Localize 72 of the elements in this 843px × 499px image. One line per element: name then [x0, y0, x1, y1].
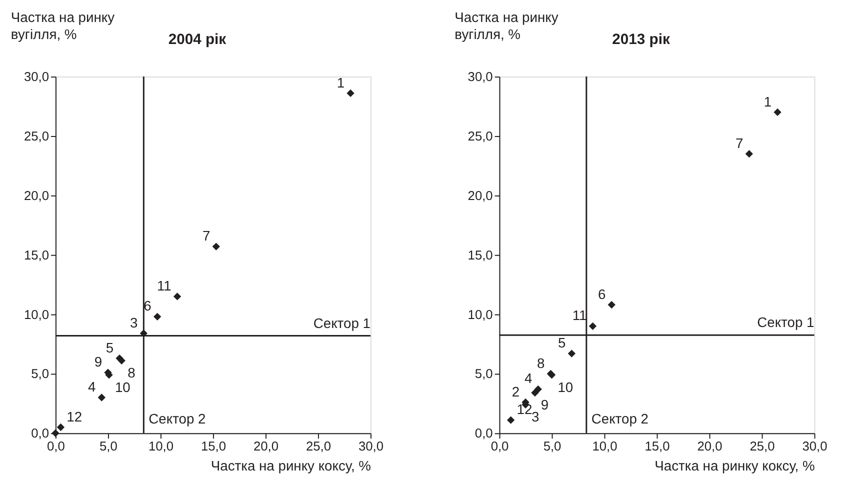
point [212, 242, 220, 250]
point [56, 423, 65, 432]
x-tick-label: 20,0 [697, 438, 722, 454]
chart-title: 2013 рік [612, 32, 670, 48]
y-tick-label: 30,0 [24, 69, 50, 84]
annotation: 6 [598, 286, 606, 302]
y-tick-label: 5,0 [31, 366, 50, 382]
point [608, 300, 616, 309]
x-axis-title: Частка на ринку коксу, % [210, 457, 371, 474]
ref-line-label: Сектор 2 [148, 410, 206, 426]
point [98, 394, 106, 402]
x-tick-label: 5,0 [100, 438, 118, 454]
annotation: 1 [764, 93, 772, 110]
point [118, 356, 126, 364]
chart-title: 2004 рік [168, 32, 227, 48]
point [531, 388, 539, 397]
y-tick-label: 15,0 [24, 247, 50, 262]
annotation: 4 [88, 378, 96, 395]
annotation: 3 [531, 408, 540, 424]
point [774, 108, 782, 116]
ref-line-label: Сектор 2 [591, 410, 649, 426]
x-tick-label: 15,0 [644, 438, 670, 454]
point [153, 312, 162, 321]
annotation: 1 [336, 74, 345, 90]
annotation: 7 [736, 134, 744, 151]
y-tick-label: 20,0 [24, 188, 50, 203]
annotation: 10 [114, 378, 131, 395]
y-tick-label: 5,0 [474, 366, 493, 382]
x-tick-label: 25,0 [750, 438, 775, 454]
y-tick-label: 10,0 [468, 306, 493, 322]
x-tick-label: 30,0 [802, 438, 828, 454]
y-tick-label: 20,0 [468, 188, 493, 203]
x-tick-label: 0,0 [490, 438, 509, 454]
x-tick-label: 15,0 [200, 438, 226, 454]
y-tick-label: 25,0 [24, 128, 50, 144]
x-tick-label: 10,0 [592, 438, 618, 454]
y-tick-label: 10,0 [24, 306, 50, 322]
annotation: 8 [537, 354, 546, 371]
point [588, 322, 597, 330]
y-axis-title: Частка на ринку вугілля, % [10, 9, 115, 42]
y-tick-label: 25,0 [468, 128, 493, 144]
x-tick-label: 0,0 [47, 438, 65, 454]
annotation: 8 [128, 364, 136, 380]
y-tick-label: 0,0 [31, 426, 50, 441]
annotation: 9 [94, 354, 102, 370]
annotation: 5 [558, 334, 566, 351]
point [346, 89, 354, 98]
x-axis-title: Частка на ринку коксу, % [654, 457, 815, 474]
x-tick-label: 20,0 [253, 438, 278, 454]
x-tick-label: 10,0 [148, 438, 174, 454]
point [568, 350, 576, 358]
annotation: 9 [540, 396, 549, 413]
y-tick-label: 15,0 [468, 247, 493, 262]
ref-line-label: Сектор 1 [313, 314, 371, 331]
annotation: 10 [558, 378, 574, 395]
y-tick-label: 0,0 [474, 426, 493, 441]
y-axis-title: Частка на ринку вугілля, % [454, 9, 558, 42]
point [506, 416, 515, 424]
annotation: 12 [66, 408, 82, 424]
point [745, 150, 754, 158]
annotation: 2 [512, 383, 520, 400]
annotation: 5 [106, 339, 114, 356]
y-tick-label: 30,0 [468, 69, 493, 84]
x-tick-label: 30,0 [358, 438, 384, 454]
point [173, 292, 182, 300]
annotation: 7 [202, 228, 210, 244]
ref-line-label: Сектор 1 [757, 314, 815, 330]
annotation: 11 [156, 278, 172, 294]
x-tick-label: 25,0 [306, 438, 331, 454]
x-tick-label: 5,0 [543, 438, 562, 454]
annotation: 3 [130, 314, 138, 330]
annotation: 4 [524, 370, 532, 386]
